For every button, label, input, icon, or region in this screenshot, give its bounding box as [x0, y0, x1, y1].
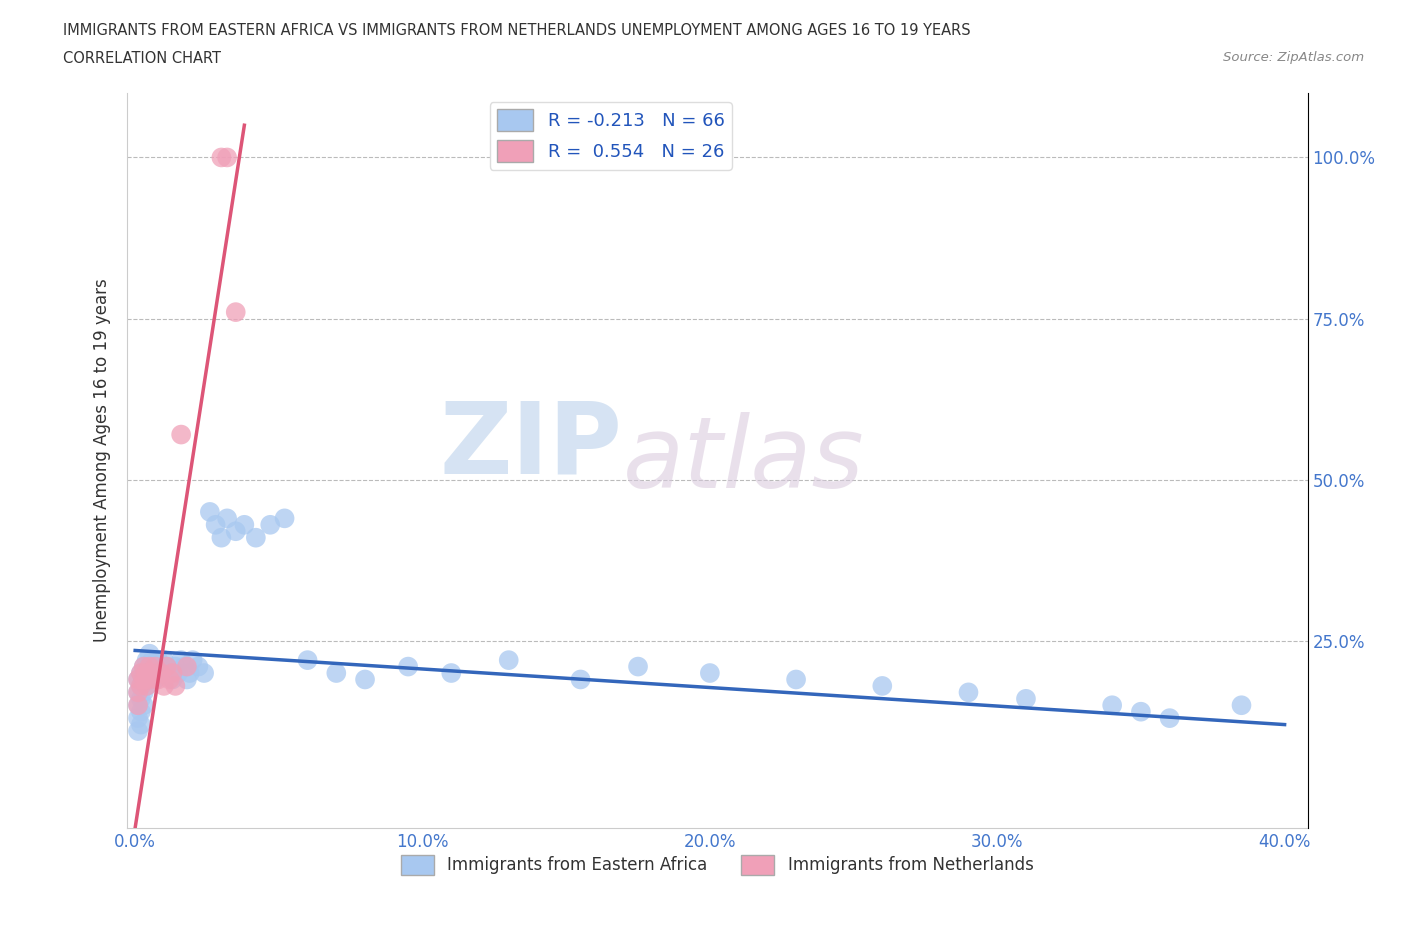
Point [217, 511, 239, 525]
Point [204, 517, 226, 532]
Point [138, 659, 160, 674]
Point [193, 666, 215, 681]
Point [159, 672, 181, 687]
Point [225, 305, 247, 320]
Point [141, 666, 163, 681]
Point [132, 659, 155, 674]
Point [153, 679, 176, 694]
Point [165, 679, 187, 694]
Point [129, 704, 152, 719]
Point [129, 666, 152, 681]
Point [135, 666, 157, 681]
Point [129, 679, 152, 694]
Text: Source: ZipAtlas.com: Source: ZipAtlas.com [1223, 51, 1364, 64]
Point [245, 530, 267, 545]
Point [209, 530, 232, 545]
Point [138, 672, 160, 687]
Point [150, 659, 173, 674]
Point [141, 653, 163, 668]
Point [325, 666, 347, 681]
Point [127, 672, 149, 687]
Text: CORRELATION CHART: CORRELATION CHART [63, 51, 221, 66]
Point [146, 653, 169, 668]
Point [176, 672, 198, 687]
Point [259, 517, 281, 532]
Point [167, 666, 190, 681]
Point [138, 672, 160, 687]
Point [957, 684, 980, 699]
Point [146, 666, 169, 681]
Point [569, 672, 592, 687]
Point [872, 679, 894, 694]
Point [156, 659, 179, 674]
Point [173, 659, 195, 674]
Point [159, 666, 181, 681]
Point [176, 659, 198, 674]
Point [127, 724, 149, 738]
Point [135, 653, 157, 668]
Point [132, 672, 155, 687]
Point [1129, 704, 1152, 719]
Point [153, 653, 176, 668]
Point [127, 684, 149, 699]
Point [143, 659, 166, 674]
Point [613, 150, 636, 165]
Point [217, 150, 239, 165]
Point [170, 653, 193, 668]
Point [138, 646, 160, 661]
Point [179, 666, 201, 681]
Point [396, 659, 419, 674]
Point [1015, 691, 1038, 706]
Point [297, 653, 319, 668]
Point [233, 517, 256, 532]
Point [209, 150, 232, 165]
Text: atlas: atlas [623, 412, 865, 509]
Point [1159, 711, 1181, 725]
Point [135, 666, 157, 681]
Point [198, 504, 221, 519]
Point [699, 666, 721, 681]
Point [162, 666, 184, 681]
Point [498, 653, 520, 668]
Point [146, 672, 169, 687]
Point [129, 666, 152, 681]
Point [127, 698, 149, 712]
Point [150, 666, 173, 681]
Point [132, 659, 155, 674]
Point [129, 717, 152, 732]
Point [785, 672, 807, 687]
Point [127, 684, 149, 699]
Point [127, 672, 149, 687]
Point [143, 659, 166, 674]
Point [273, 511, 295, 525]
Point [138, 659, 160, 674]
Legend: Immigrants from Eastern Africa, Immigrants from Netherlands: Immigrants from Eastern Africa, Immigran… [394, 848, 1040, 882]
Point [132, 684, 155, 699]
Point [156, 659, 179, 674]
Point [225, 524, 247, 538]
Point [129, 691, 152, 706]
Point [127, 711, 149, 725]
Y-axis label: Unemployment Among Ages 16 to 19 years: Unemployment Among Ages 16 to 19 years [93, 278, 111, 643]
Point [187, 659, 209, 674]
Point [127, 698, 149, 712]
Point [141, 666, 163, 681]
Point [162, 672, 184, 687]
Point [135, 679, 157, 694]
Point [440, 666, 463, 681]
Point [132, 672, 155, 687]
Point [170, 427, 193, 442]
Point [165, 659, 187, 674]
Text: IMMIGRANTS FROM EASTERN AFRICA VS IMMIGRANTS FROM NETHERLANDS UNEMPLOYMENT AMONG: IMMIGRANTS FROM EASTERN AFRICA VS IMMIGR… [63, 23, 972, 38]
Point [627, 659, 650, 674]
Point [143, 672, 166, 687]
Text: ZIP: ZIP [440, 397, 623, 494]
Point [132, 698, 155, 712]
Point [1101, 698, 1123, 712]
Point [181, 653, 204, 668]
Point [1230, 698, 1253, 712]
Point [129, 679, 152, 694]
Point [354, 672, 377, 687]
Point [135, 679, 157, 694]
